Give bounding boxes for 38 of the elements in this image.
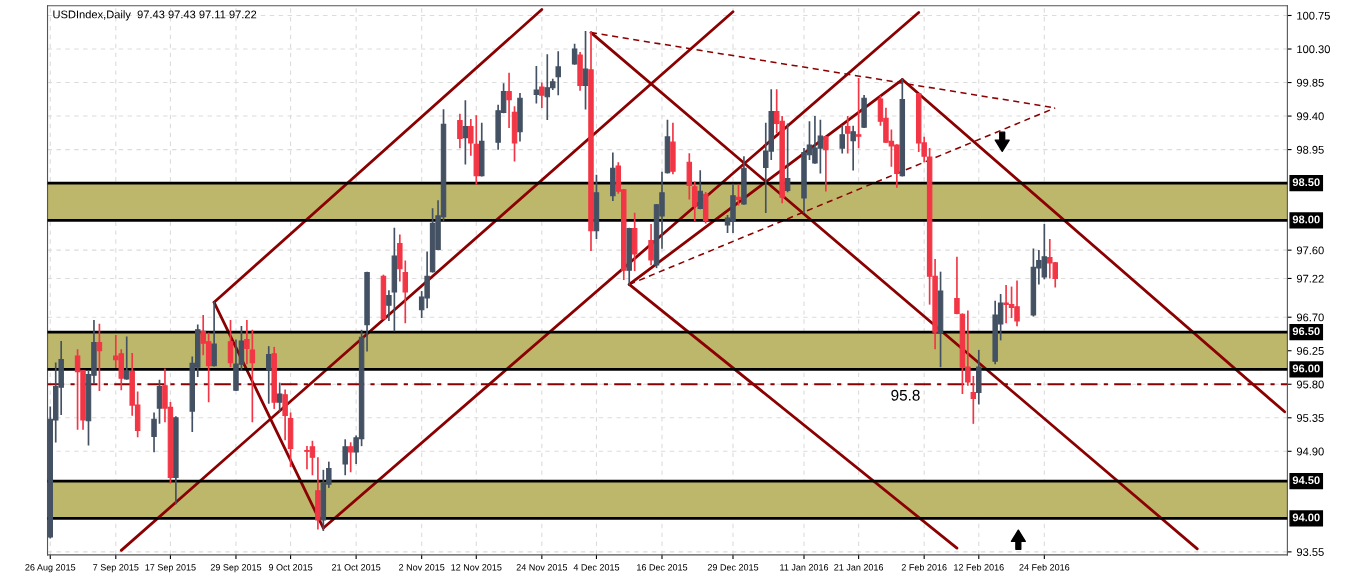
- y-tick-label: 94.90: [1296, 447, 1324, 456]
- x-tick-label: 4 Dec 2015: [573, 564, 620, 571]
- y-tick-label: 99.85: [1296, 78, 1324, 87]
- y-tick-label: 97.22: [1296, 274, 1324, 283]
- y-tick-label: 95.35: [1296, 414, 1324, 422]
- x-tick-label: 29 Dec 2015: [707, 564, 759, 571]
- y-tick-label: 93.55: [1296, 548, 1324, 557]
- x-tick-label: 17 Sep 2015: [145, 564, 196, 573]
- y-tick-label: 96.25: [1296, 347, 1324, 355]
- y-tick-label: 95.80: [1296, 380, 1324, 389]
- y-tick-label: 99.40: [1296, 112, 1324, 121]
- y-tick-label: 100.30: [1297, 45, 1330, 54]
- ref-line-label: 95.8: [891, 389, 920, 401]
- ref-line-label: 98.00: [1292, 215, 1320, 224]
- x-tick-label: 2 Feb 2016: [901, 563, 947, 571]
- y-tick-label: 97.60: [1296, 246, 1324, 255]
- ref-line-label: 98.50: [1292, 178, 1320, 187]
- x-tick-label: 2 Nov 2015: [399, 564, 445, 571]
- y-tick-label: 100.75: [1297, 11, 1330, 20]
- ref-line-label: 94.50: [1292, 476, 1320, 485]
- x-tick-label: 21 Oct 2015: [331, 564, 381, 571]
- x-tick-label: 9 Oct 2015: [268, 564, 313, 571]
- ref-line-label: 96.00: [1292, 364, 1320, 373]
- x-tick-label: 12 Feb 2016: [954, 563, 1004, 571]
- x-tick-label: 21 Jan 2016: [834, 564, 884, 571]
- x-tick-label: 11 Jan 2016: [780, 564, 829, 571]
- x-tick-label: 16 Dec 2015: [637, 564, 688, 571]
- x-tick-label: 24 Nov 2015: [516, 564, 568, 571]
- x-tick-label: 7 Sep 2015: [93, 564, 139, 573]
- y-tick-label: 96.70: [1296, 313, 1324, 322]
- chart-title: USDIndex,Daily 97.43 97.43 97.11 97.22: [53, 10, 257, 21]
- ref-line-label: 96.50: [1292, 327, 1320, 336]
- x-tick-label: 29 Sep 2015: [210, 564, 262, 573]
- x-tick-label: 12 Nov 2015: [451, 564, 502, 571]
- ref-line-label: 94.00: [1292, 513, 1320, 522]
- x-tick-label: 24 Feb 2016: [1019, 563, 1070, 571]
- x-tick-label: 26 Aug 2015: [25, 564, 76, 573]
- y-tick-label: 98.95: [1296, 145, 1324, 154]
